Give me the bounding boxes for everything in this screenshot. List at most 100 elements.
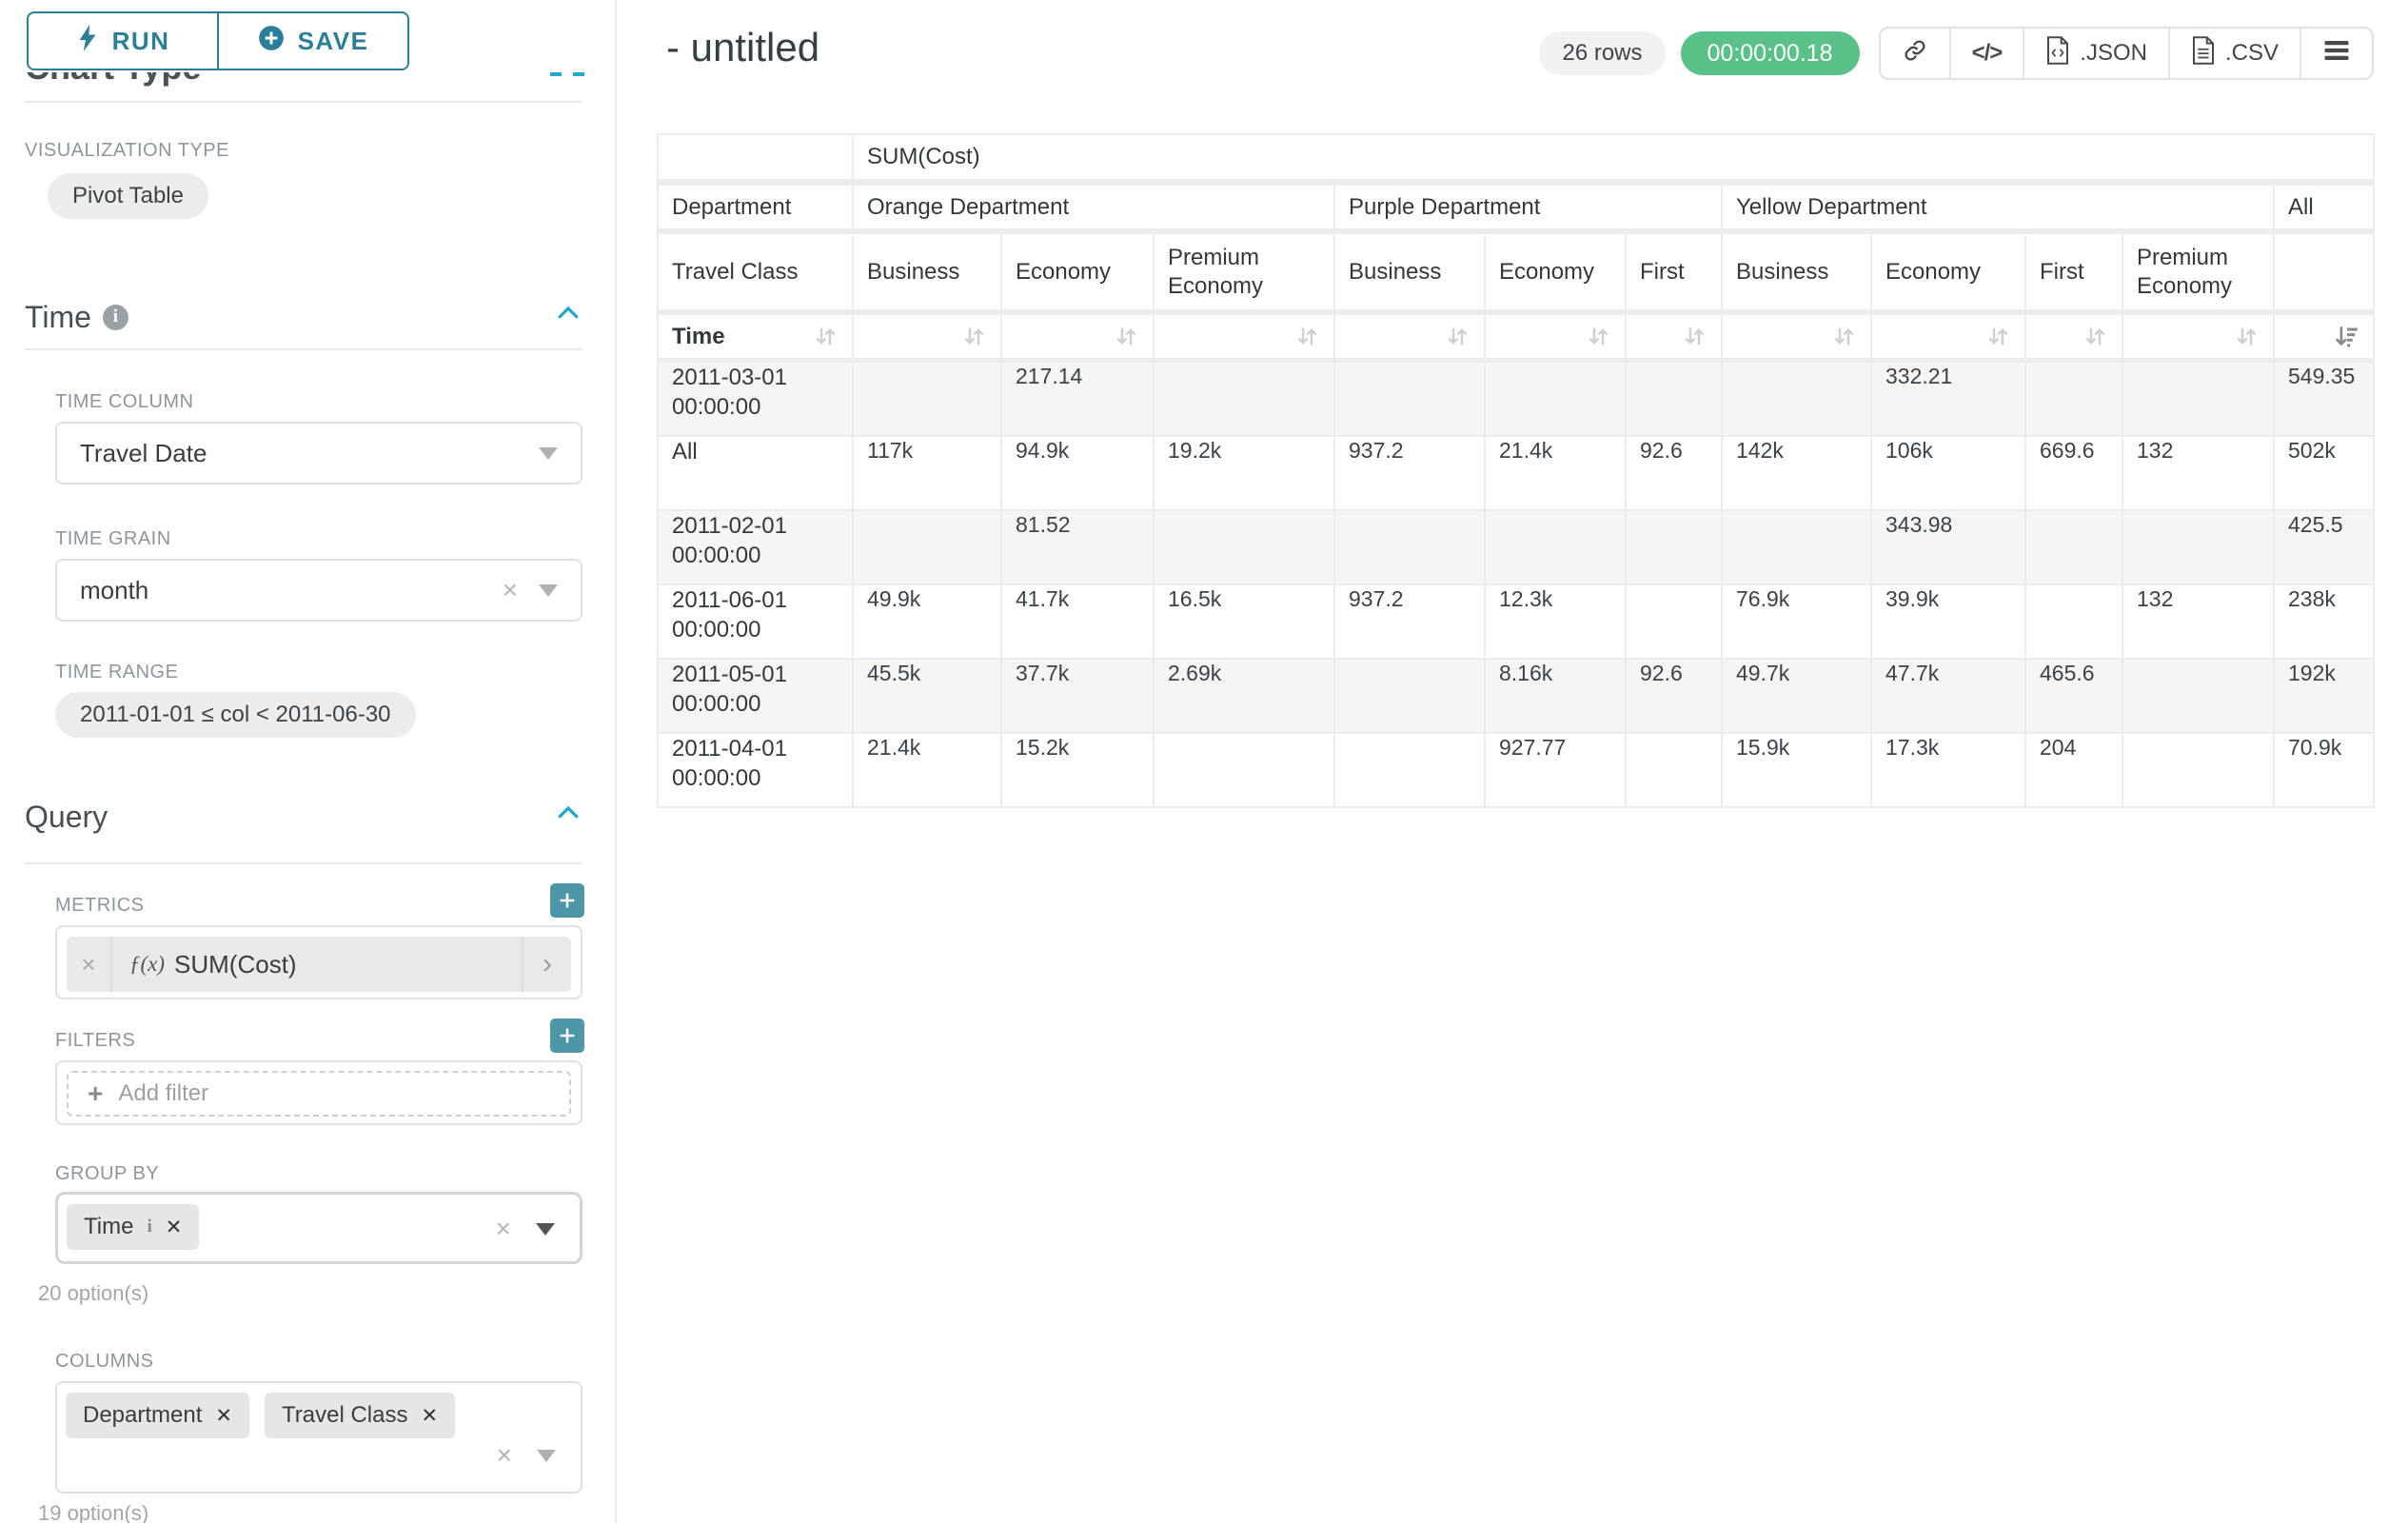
pivot-all-column-header: All	[2275, 186, 2375, 234]
chevron-down-icon	[539, 446, 558, 460]
sort-icon[interactable]	[2234, 324, 2260, 349]
add-filter-placeholder: Add filter	[118, 1080, 209, 1106]
visualization-type-value[interactable]: Pivot Table	[48, 173, 208, 219]
chart-title[interactable]: - untitled	[666, 25, 820, 69]
pivot-data-row: 2011-06-01 00:00:00 49.9k 41.7k 16.5k 937.2 1…	[659, 585, 2375, 660]
pivot-value-cell	[854, 363, 1002, 437]
link-icon	[1902, 37, 1928, 70]
time-range-value[interactable]: 2011-01-01 ≤ col < 2011-06-30	[55, 692, 416, 738]
columns-chip[interactable]: Travel Class ✕	[265, 1393, 456, 1438]
add-metric-button[interactable]	[550, 883, 584, 918]
pivot-sort-cell	[2275, 315, 2375, 363]
pivot-value-cell	[2123, 660, 2275, 734]
sort-icon[interactable]	[1586, 324, 1611, 349]
pivot-value-cell	[854, 511, 1002, 585]
export-csv-button[interactable]: .CSV	[2167, 29, 2299, 78]
pivot-class-header: Business	[1335, 234, 1486, 315]
sort-icon[interactable]	[1445, 324, 1470, 349]
chart-panel: - untitled 26 rows 00:00:00.18 </>	[617, 0, 2408, 1523]
group-by-select[interactable]: Time i ✕ ×	[55, 1192, 582, 1264]
pivot-class-header: Economy	[1486, 234, 1627, 315]
sort-icon[interactable]	[1682, 324, 1707, 349]
clear-icon[interactable]: ×	[495, 1214, 511, 1243]
columns-chip[interactable]: Department ✕	[66, 1393, 249, 1438]
select-controls: ×	[497, 1442, 556, 1469]
pivot-value-cell	[1155, 511, 1335, 585]
pivot-sort-cell	[1155, 315, 1335, 363]
sort-icon[interactable]	[813, 324, 839, 349]
pivot-row-label: 2011-03-01 00:00:00	[659, 363, 854, 437]
control-panel: Chart Type RUN SAVE VISUALIZATION TYPE P…	[0, 0, 617, 1523]
export-json-label: .JSON	[2080, 40, 2147, 66]
pivot-value-cell	[1627, 363, 1723, 437]
share-link-button[interactable]	[1881, 29, 1949, 78]
chevron-down-icon	[539, 583, 558, 597]
pivot-value-cell: 142k	[1723, 437, 1872, 511]
pivot-value-cell	[2026, 585, 2123, 660]
pivot-value-cell: 502k	[2275, 437, 2375, 511]
pivot-value-cell: 21.4k	[1486, 437, 1627, 511]
sort-icon[interactable]	[1985, 324, 2011, 349]
remove-chip-icon[interactable]: ✕	[165, 1216, 183, 1238]
menu-button[interactable]	[2299, 29, 2372, 78]
pivot-metric-header: SUM(Cost)	[854, 135, 2375, 186]
chip-label: Time	[84, 1214, 134, 1239]
pivot-class-header: Economy	[1872, 234, 2026, 315]
pivot-value-cell: 15.9k	[1723, 734, 1872, 808]
clear-icon[interactable]: ×	[502, 575, 518, 604]
pivot-value-cell: 8.16k	[1486, 660, 1627, 734]
metric-pill[interactable]: × ƒ(x) SUM(Cost) ›	[67, 937, 571, 992]
time-column-label: TIME COLUMN	[55, 391, 194, 412]
pivot-sort-cell	[1627, 315, 1723, 363]
pivot-department-label: Department	[659, 186, 854, 234]
time-column-select[interactable]: Travel Date	[55, 422, 582, 485]
hamburger-menu-icon	[2322, 38, 2351, 69]
pivot-time-label: Time	[672, 323, 725, 349]
pivot-class-header: Business	[1723, 234, 1872, 315]
add-filter-dashed-area[interactable]: + Add filter	[67, 1071, 571, 1117]
time-section-header: Time i	[25, 299, 582, 335]
pivot-sort-cell	[854, 315, 1002, 363]
pivot-travel-class-label: Travel Class	[659, 234, 854, 315]
scroll-remnant-mark	[573, 72, 584, 76]
sort-icon[interactable]	[1114, 324, 1139, 349]
pivot-value-cell: 21.4k	[854, 734, 1002, 808]
collapse-chevron-icon[interactable]	[554, 299, 582, 335]
chevron-down-icon[interactable]	[537, 1449, 556, 1462]
sort-icon[interactable]	[961, 324, 987, 349]
time-range-label: TIME RANGE	[55, 662, 179, 682]
collapse-chevron-icon[interactable]	[554, 799, 582, 835]
pivot-value-cell: 343.98	[1872, 511, 2026, 585]
pivot-value-cell: 549.35	[2275, 363, 2375, 437]
save-button[interactable]: SAVE	[219, 11, 409, 70]
sort-icon[interactable]	[2082, 324, 2108, 349]
time-grain-select[interactable]: month ×	[55, 559, 582, 622]
sort-descending-icon[interactable]	[2334, 324, 2359, 349]
export-json-button[interactable]: .JSON	[2023, 29, 2168, 78]
chevron-right-icon[interactable]: ›	[522, 937, 571, 992]
view-query-button[interactable]: </>	[1948, 29, 2023, 78]
pivot-sort-cell	[2026, 315, 2123, 363]
time-section-title: Time	[25, 299, 91, 334]
sort-icon[interactable]	[1831, 324, 1857, 349]
pivot-value-cell	[1486, 363, 1627, 437]
add-filter-button[interactable]	[550, 1019, 584, 1053]
pivot-sort-cell	[1002, 315, 1155, 363]
run-button-label: RUN	[111, 26, 170, 55]
columns-select[interactable]: Department ✕ Travel Class ✕ ×	[55, 1381, 582, 1493]
pivot-table: SUM(Cost) Department Orange Department Purp…	[657, 133, 2375, 808]
remove-chip-icon[interactable]: ✕	[215, 1404, 232, 1427]
pivot-class-header: Premium Economy	[2123, 234, 2275, 315]
remove-metric-icon[interactable]: ×	[67, 937, 112, 992]
remove-chip-icon[interactable]: ✕	[421, 1404, 439, 1427]
pivot-value-cell: 92.6	[1627, 660, 1723, 734]
group-by-chip[interactable]: Time i ✕	[67, 1204, 200, 1250]
run-button[interactable]: RUN	[27, 11, 219, 70]
chevron-down-icon[interactable]	[536, 1222, 555, 1236]
pivot-department-group-header: Purple Department	[1335, 186, 1723, 234]
clear-icon[interactable]: ×	[496, 1440, 512, 1470]
pivot-value-cell	[2026, 511, 2123, 585]
info-icon: i	[147, 1216, 152, 1236]
query-timer-badge: 00:00:00.18	[1680, 31, 1860, 75]
sort-icon[interactable]	[1294, 324, 1320, 349]
